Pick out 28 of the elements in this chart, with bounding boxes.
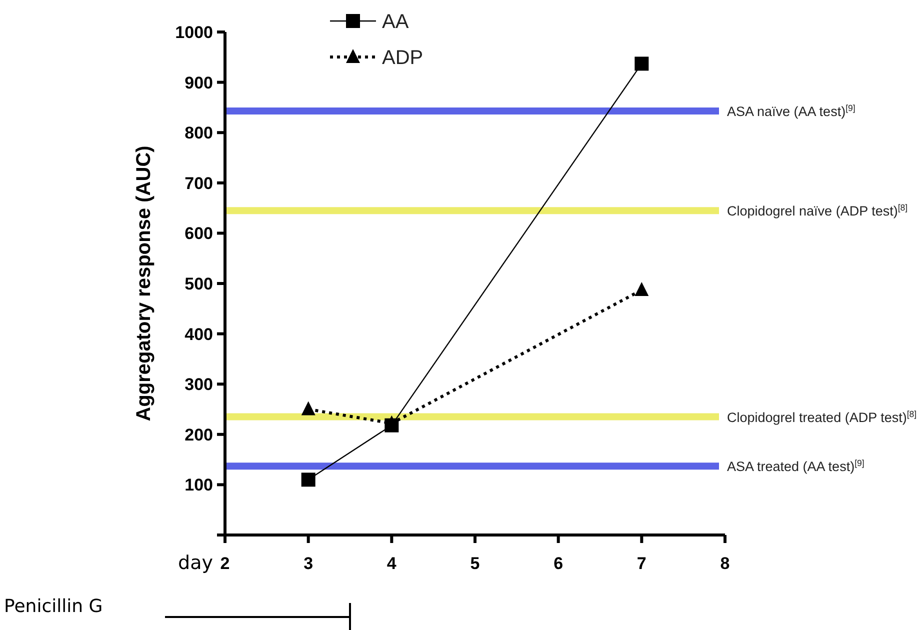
- x-tick-label: 5: [470, 554, 480, 573]
- x-tick-label: 2: [220, 554, 230, 573]
- legend-label: ADP: [382, 47, 424, 69]
- x-axis-title: day: [178, 552, 213, 574]
- x-tick-label: 8: [720, 554, 730, 573]
- y-tick-label: 100: [184, 476, 213, 495]
- text: Penicillin G: [4, 596, 103, 617]
- point: [634, 56, 649, 71]
- y-tick-label: 900: [184, 73, 213, 92]
- ref-line-label: Clopidogrel treated (ADP test)$^{[8]}$: [727, 408, 917, 425]
- ref-line-label: Clopidogrel naïve (ADP test)$^{[8]}$: [727, 202, 908, 219]
- y-tick-label: 500: [184, 274, 213, 294]
- x-tick-label: 3: [304, 554, 314, 573]
- y-axis-title: Aggregatory response (AUC): [133, 146, 155, 422]
- y-tick-label: 200: [184, 425, 213, 444]
- x-tick-label: 6: [554, 554, 564, 573]
- legend-label: AA: [382, 11, 410, 33]
- x-tick-label: 4: [386, 554, 397, 573]
- y-tick-label: 600: [184, 224, 213, 244]
- x-tick-label: 7: [636, 554, 646, 573]
- y-tick-label: 700: [184, 174, 213, 193]
- y-tick-label: 800: [184, 124, 213, 143]
- point: [301, 472, 316, 487]
- ref-line-label: ASA naïve (AA test)$^{[9]}$: [727, 102, 856, 119]
- y-tick-label: 400: [184, 324, 213, 344]
- y-tick-label: 1000: [175, 23, 213, 42]
- y-tick-label: 300: [184, 375, 213, 394]
- ref-line-label: ASA treated (AA test)$^{[9]}$: [727, 458, 864, 474]
